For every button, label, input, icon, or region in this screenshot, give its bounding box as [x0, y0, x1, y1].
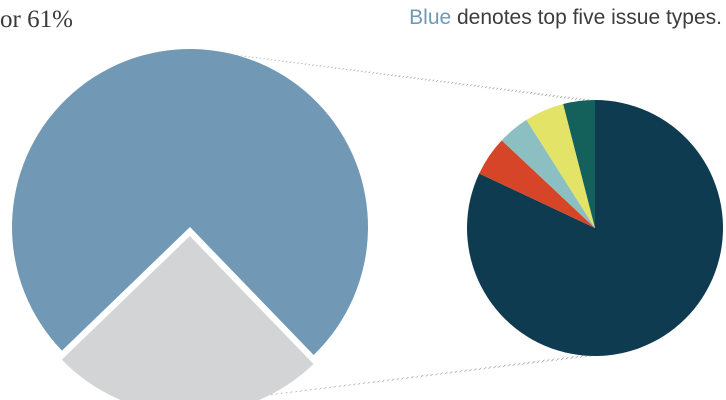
legend-note-text: denotes top five issue types.	[451, 6, 722, 29]
breakout-pie	[467, 100, 723, 356]
legend-note: Blue denotes top five issue types.	[409, 6, 722, 30]
caption-percentage: or 61%	[0, 6, 73, 33]
breakout-pie-slice-4	[526, 104, 595, 228]
breakout-pie-slice-2	[479, 140, 595, 228]
breakout-pie-slice-3	[501, 119, 595, 228]
breakout-pie-slice-5	[563, 100, 595, 228]
main-pie-slice-1	[11, 49, 368, 356]
main-pie	[11, 49, 368, 400]
connector-bottom	[223, 354, 595, 400]
legend-note-highlight: Blue	[409, 6, 452, 29]
main-pie-slice-2	[61, 235, 314, 400]
connector-top	[190, 49, 595, 102]
connector-bands	[190, 49, 595, 400]
